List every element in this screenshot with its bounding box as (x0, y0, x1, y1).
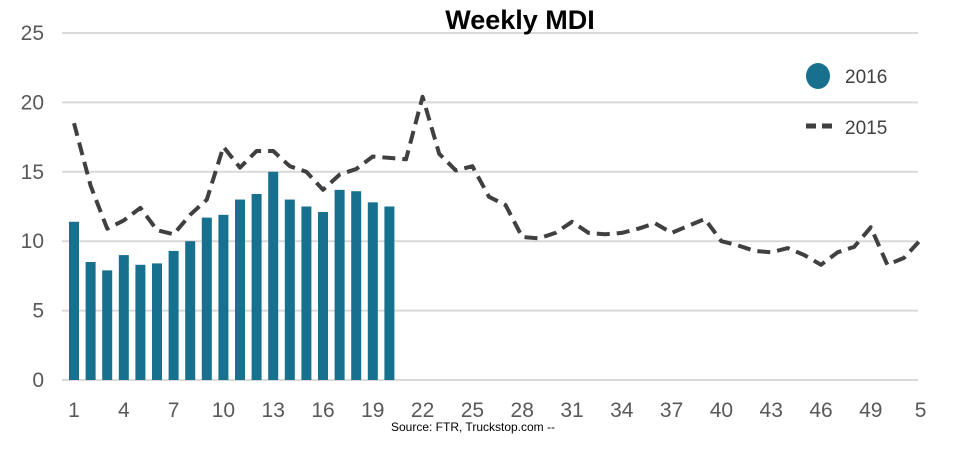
series-2015-line (72, 94, 923, 267)
bar-2016-week-8 (185, 241, 196, 380)
legend-label-2015: 2015 (845, 118, 887, 139)
bar-2016-week-9 (201, 217, 212, 380)
bar-2016-week-12 (251, 194, 262, 380)
x-tick-label: 16 (311, 399, 334, 422)
x-tick-label: 46 (809, 399, 832, 422)
bar-2016-week-5 (135, 264, 146, 380)
x-tick-label: 37 (660, 399, 683, 422)
bar-2016-week-11 (235, 199, 245, 380)
x-tick-label: 4 (118, 399, 130, 422)
x-tick-label: 28 (511, 399, 534, 422)
x-tick-label: 25 (461, 399, 484, 422)
x-tick-label: 19 (361, 399, 384, 422)
bar-2016-week-6 (152, 263, 162, 380)
chart-title: Weekly MDI (445, 5, 595, 35)
bar-2016-week-17 (334, 189, 345, 380)
source-annotation: Source: FTR, Truckstop.com -- (391, 420, 555, 434)
y-tick-label: 25 (21, 22, 44, 45)
y-axis-ticks: 0 5 10 15 20 25 (21, 22, 44, 392)
bar-2016-week-13 (268, 171, 279, 380)
legend-label-2016: 2016 (845, 67, 887, 88)
y-tick-label: 20 (21, 91, 44, 114)
x-tick-label: 10 (212, 399, 235, 422)
bar-2016-week-15 (301, 206, 312, 380)
bar-2016-week-2 (85, 262, 96, 380)
x-tick-label: 34 (610, 399, 634, 422)
x-tick-label: 13 (262, 399, 285, 422)
bar-2016-week-14 (284, 199, 295, 380)
x-tick-label: 31 (560, 399, 583, 422)
legend: 2016 2015 (806, 63, 887, 139)
x-axis-ticks: 1 4 7 10 13 16 19 22 25 28 31 34 37 40 43 46 49 5 (68, 399, 926, 422)
bar-2016-week-19 (367, 202, 378, 380)
y-tick-label: 15 (21, 161, 44, 184)
line-2015 (72, 94, 923, 267)
bar-2016-week-7 (168, 250, 179, 380)
x-tick-label: 5 (915, 399, 927, 422)
x-tick-label: 40 (710, 399, 733, 422)
x-tick-label: 7 (168, 399, 180, 422)
bar-2016-week-20 (384, 206, 395, 380)
bar-2016-week-3 (102, 270, 113, 380)
bar-2016-week-18 (351, 191, 362, 380)
x-tick-label: 1 (68, 399, 80, 422)
y-tick-label: 10 (21, 230, 44, 253)
bar-2016-week-10 (218, 214, 229, 380)
x-tick-label: 43 (760, 399, 783, 422)
x-tick-label: 49 (859, 399, 882, 422)
bar-2016-week-1 (69, 221, 79, 380)
y-tick-label: 5 (32, 300, 44, 323)
x-tick-label: 22 (411, 399, 434, 422)
legend-marker-2016 (806, 63, 830, 89)
y-tick-label: 0 (32, 369, 44, 392)
bar-2016-week-16 (318, 212, 328, 380)
series-2016-bars (69, 171, 395, 380)
bar-2016-week-4 (118, 255, 129, 380)
